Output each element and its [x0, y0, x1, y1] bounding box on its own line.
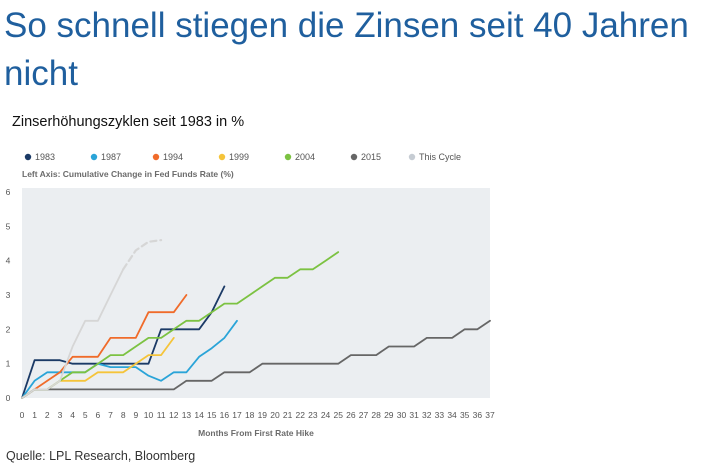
x-tick-label: 13 [182, 410, 192, 420]
x-tick-label: 14 [194, 410, 204, 420]
series-line-2004 [21, 251, 340, 399]
x-axis-title: Months From First Rate Hike [198, 428, 314, 438]
series-line-1994 [21, 294, 188, 399]
x-tick-label: 15 [207, 410, 217, 420]
legend-marker [218, 153, 226, 161]
legend-marker [90, 153, 98, 161]
x-tick-label: 25 [333, 410, 343, 420]
x-axis: 0 1 2 3 4 5 6 7 8 9 10 11 12 13 14 15 16 17 18 19 20 21 22 23 24… [20, 410, 495, 420]
y-tick-label: 3 [6, 290, 11, 300]
x-tick-label: 1 [32, 410, 37, 420]
legend-marker [408, 153, 416, 161]
x-tick-label: 10 [144, 410, 154, 420]
x-tick-label: 7 [108, 410, 113, 420]
y-axis: 0 1 2 3 4 5 6 [6, 187, 11, 403]
y-tick-label: 1 [6, 359, 11, 369]
x-tick-label: 31 [409, 410, 419, 420]
x-tick-label: 8 [121, 410, 126, 420]
x-tick-label: 2 [45, 410, 50, 420]
series-line-this-cycle-projected [122, 238, 163, 271]
x-tick-label: 12 [169, 410, 179, 420]
legend-marker [152, 153, 160, 161]
x-tick-label: 28 [371, 410, 381, 420]
source-note: Quelle: LPL Research, Bloomberg [6, 449, 196, 463]
x-tick-label: 24 [321, 410, 331, 420]
y-tick-label: 5 [6, 221, 11, 231]
series-line-2015 [21, 319, 491, 399]
x-tick-label: 4 [70, 410, 75, 420]
series-line-this-cycle [21, 268, 125, 399]
legend-label: This Cycle [419, 152, 461, 162]
legend-label: 1999 [229, 152, 249, 162]
left-axis-title: Left Axis: Cumulative Change in Fed Fund… [22, 169, 234, 179]
x-tick-label: 33 [435, 410, 445, 420]
series-lines [21, 238, 491, 399]
legend-label: 1994 [163, 152, 183, 162]
legend-marker [284, 153, 292, 161]
x-tick-label: 22 [296, 410, 306, 420]
x-tick-label: 29 [384, 410, 394, 420]
x-tick-label: 5 [83, 410, 88, 420]
x-tick-label: 19 [258, 410, 268, 420]
x-tick-label: 6 [96, 410, 101, 420]
legend-label: 1983 [35, 152, 55, 162]
x-tick-label: 23 [308, 410, 318, 420]
x-tick-label: 30 [397, 410, 407, 420]
legend-marker [350, 153, 358, 161]
x-tick-label: 9 [133, 410, 138, 420]
y-tick-label: 0 [6, 393, 11, 403]
x-tick-label: 27 [359, 410, 369, 420]
y-tick-label: 2 [6, 324, 11, 334]
legend-label: 2015 [361, 152, 381, 162]
x-tick-label: 34 [447, 410, 457, 420]
x-tick-label: 18 [245, 410, 255, 420]
legend-marker [24, 153, 32, 161]
x-tick-label: 0 [20, 410, 25, 420]
x-tick-label: 11 [157, 410, 166, 420]
series-line-1983 [21, 285, 226, 399]
x-tick-label: 37 [485, 410, 495, 420]
chart-subtitle: Zinserhöhungszyklen seit 1983 in % [12, 114, 245, 130]
x-tick-label: 32 [422, 410, 432, 420]
x-tick-label: 35 [460, 410, 470, 420]
y-tick-label: 4 [6, 256, 11, 266]
chart: 1983 1987 1994 1999 2004 2015 This Cycle Left … [6, 152, 495, 438]
x-tick-label: 26 [346, 410, 356, 420]
x-tick-label: 36 [473, 410, 483, 420]
x-tick-label: 16 [220, 410, 230, 420]
y-tick-label: 6 [6, 187, 11, 197]
x-tick-label: 17 [232, 410, 242, 420]
legend: 1983 1987 1994 1999 2004 2015 This Cycle [24, 152, 461, 162]
legend-label: 1987 [101, 152, 121, 162]
page-title: So schnell stiegen die Zinsen seit 40 Ja… [4, 6, 689, 93]
x-tick-label: 21 [283, 410, 293, 420]
x-tick-label: 20 [270, 410, 280, 420]
legend-label: 2004 [295, 152, 315, 162]
x-tick-label: 3 [58, 410, 63, 420]
